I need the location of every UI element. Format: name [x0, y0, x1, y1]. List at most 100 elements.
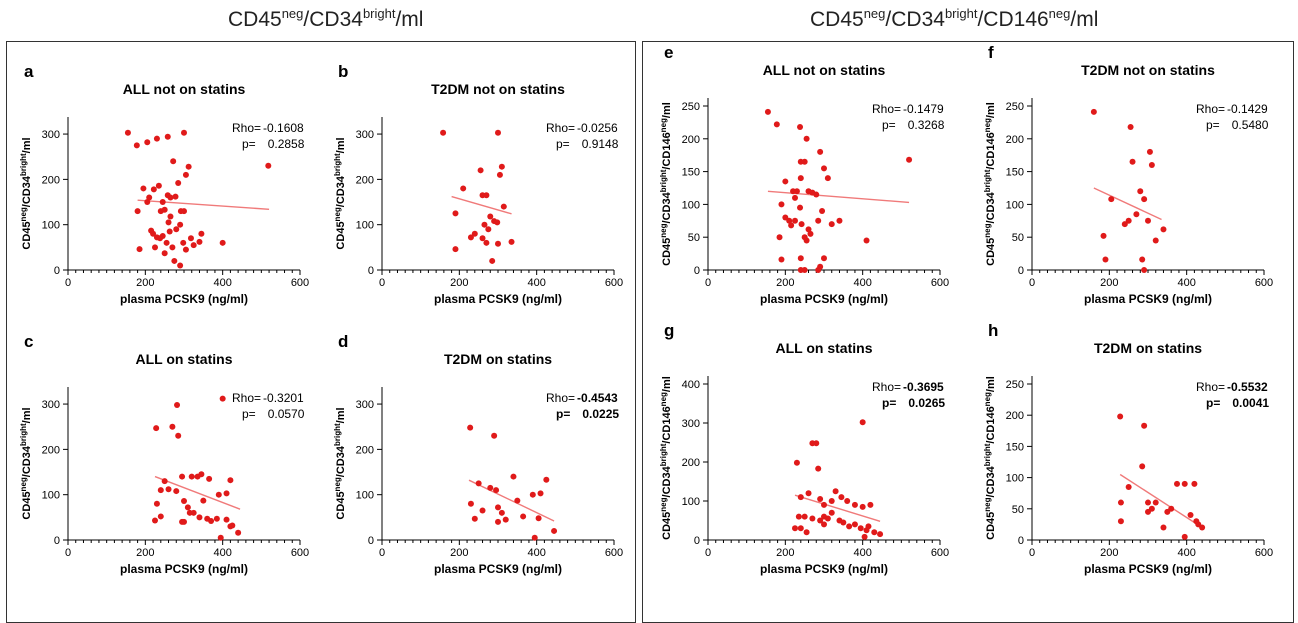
- data-point: [471, 230, 478, 237]
- data-point: [460, 185, 467, 192]
- data-point: [188, 473, 195, 480]
- y-tick-label: 250: [1006, 101, 1024, 113]
- x-axis-label: plasma PCSK9 (ng/ml): [120, 292, 248, 306]
- data-point: [198, 471, 205, 478]
- rho-stat: Rho= -0.0256: [546, 121, 618, 135]
- data-point: [795, 513, 802, 520]
- regression-line: [1119, 473, 1205, 530]
- right-group-title: CD45neg/CD34bright/CD146neg/ml: [810, 6, 1099, 31]
- data-point: [213, 515, 220, 522]
- y-tick-label: 0: [368, 265, 374, 277]
- data-point: [184, 504, 191, 511]
- data-point: [1133, 211, 1140, 218]
- y-tick-label: 200: [682, 134, 700, 146]
- data-point: [487, 484, 494, 491]
- regression-line: [468, 479, 555, 522]
- data-point: [1148, 162, 1155, 169]
- data-point: [217, 534, 224, 541]
- data-point: [165, 486, 172, 493]
- x-tick-label: 600: [1255, 547, 1273, 559]
- data-point: [440, 129, 447, 136]
- y-tick-label: 0: [1018, 535, 1024, 547]
- data-point: [792, 217, 798, 224]
- data-point: [215, 491, 222, 498]
- y-tick-label: 200: [42, 174, 60, 186]
- scatter-panel-f: f T2DM not on statins 0 200 400 600 0 50 100 150 2…: [983, 43, 1274, 306]
- y-tick-label: 200: [1006, 410, 1024, 422]
- data-point: [190, 242, 197, 249]
- x-tick-label: 0: [379, 547, 385, 559]
- data-point: [1141, 267, 1148, 273]
- data-point: [786, 217, 793, 224]
- data-point: [778, 256, 785, 263]
- x-tick-label: 400: [213, 277, 231, 289]
- y-axis-label: CD45neg/CD34bright/CD146neg/ml: [659, 376, 674, 540]
- data-point: [817, 517, 824, 524]
- data-point: [179, 473, 186, 480]
- data-point: [1129, 158, 1136, 165]
- data-point: [181, 518, 187, 525]
- data-point: [809, 515, 816, 522]
- data-point: [1146, 148, 1153, 155]
- y-tick-label: 300: [42, 129, 60, 141]
- data-point: [844, 498, 851, 504]
- y-tick-label: 0: [54, 265, 60, 277]
- data-point: [471, 515, 478, 522]
- y-tick-label: 150: [682, 167, 700, 179]
- data-point: [452, 210, 459, 217]
- data-point: [543, 476, 550, 483]
- scatter-panel-b: b T2DM not on statins 0 200 400 600 0 100 200 300…: [333, 62, 624, 306]
- data-point: [861, 533, 868, 540]
- x-tick-label: 200: [450, 547, 468, 559]
- data-point: [498, 163, 505, 170]
- x-axis-label: plasma PCSK9 (ng/ml): [434, 562, 562, 576]
- data-point: [1152, 499, 1159, 506]
- y-tick-label: 400: [682, 379, 700, 391]
- x-tick-label: 400: [853, 547, 871, 559]
- regression-line: [794, 494, 881, 522]
- y-tick-label: 100: [42, 490, 60, 502]
- data-point: [803, 135, 810, 142]
- rho-stat: Rho= -0.1429: [1196, 102, 1268, 116]
- data-point: [807, 230, 814, 237]
- data-point: [479, 507, 486, 514]
- y-tick-label: 0: [54, 535, 60, 547]
- data-point: [495, 518, 501, 525]
- x-tick-label: 0: [1029, 277, 1035, 289]
- y-axis-label: CD45neg/CD34bright/ml: [19, 407, 34, 519]
- panel-letter: a: [24, 62, 34, 81]
- y-tick-label: 100: [1006, 199, 1024, 211]
- regression-line: [1093, 187, 1162, 221]
- data-point: [840, 519, 847, 526]
- data-point: [200, 497, 207, 504]
- data-point: [792, 525, 798, 532]
- data-point: [797, 494, 804, 501]
- data-point: [801, 158, 808, 165]
- x-tick-label: 0: [65, 547, 71, 559]
- data-point: [136, 246, 143, 253]
- data-point: [1145, 217, 1151, 224]
- y-axis-label: CD45neg/CD34bright/CD146neg/ml: [983, 376, 998, 540]
- data-point: [150, 186, 157, 193]
- data-point: [1160, 226, 1167, 233]
- data-point: [1174, 480, 1180, 487]
- data-point: [157, 487, 164, 494]
- data-point: [1187, 512, 1194, 519]
- data-point: [159, 233, 166, 240]
- x-tick-label: 600: [605, 277, 623, 289]
- data-point: [520, 513, 527, 520]
- data-point: [813, 191, 820, 198]
- data-point: [851, 521, 858, 528]
- x-tick-label: 600: [931, 547, 949, 559]
- y-tick-label: 300: [42, 399, 60, 411]
- y-tick-label: 300: [356, 129, 374, 141]
- data-point: [867, 501, 874, 508]
- data-point: [821, 501, 827, 508]
- data-point: [819, 207, 826, 214]
- panel-title: T2DM on statins: [444, 351, 552, 367]
- p-stat: p= 0.5480: [1206, 118, 1269, 132]
- x-tick-label: 400: [527, 277, 545, 289]
- data-point: [877, 531, 884, 538]
- data-point: [153, 425, 160, 432]
- p-stat: p= 0.0265: [882, 396, 945, 410]
